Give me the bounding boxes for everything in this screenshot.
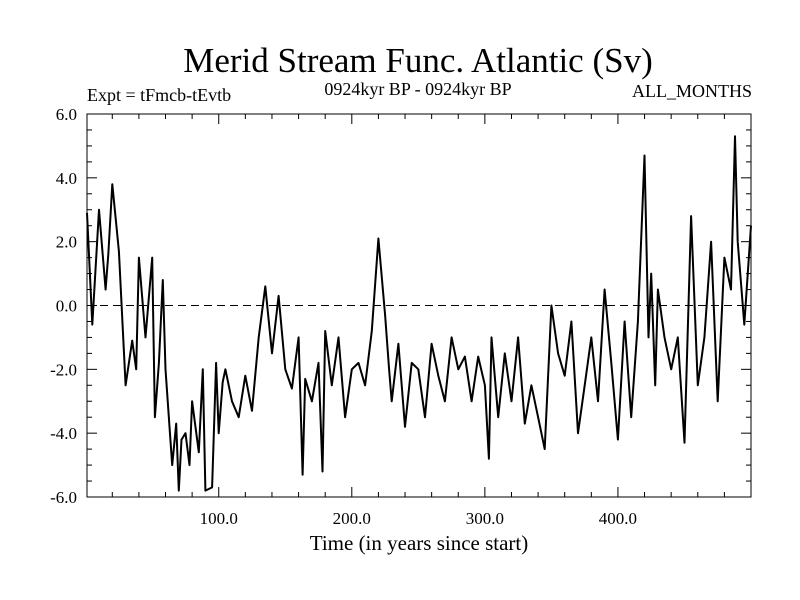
x-axis-label: Time (in years since start)	[310, 531, 529, 555]
y-tick-label: -2.0	[50, 360, 77, 379]
y-ticks: -6.0 -4.0 -2.0 0.0 2.0 4.0 6.0	[50, 105, 751, 507]
chart-title: Merid Stream Func. Atlantic (Sv)	[183, 41, 653, 80]
period-label: 0924kyr BP - 0924kyr BP	[324, 79, 511, 99]
plot-frame	[86, 113, 752, 498]
y-tick-label: 4.0	[56, 169, 77, 188]
x-ticks: 100.0 200.0 300.0 400.0	[111, 114, 725, 528]
y-tick-label: 2.0	[56, 233, 77, 252]
x-tick-label: 300.0	[466, 509, 504, 528]
x-tick-label: 400.0	[599, 509, 637, 528]
experiment-label: Expt = tFmcb-tEvtb	[87, 85, 231, 105]
series-line	[86, 135, 752, 492]
y-tick-label: 0.0	[56, 297, 77, 316]
months-label: ALL_MONTHS	[632, 81, 752, 101]
x-tick-label: 200.0	[333, 509, 371, 528]
y-tick-label: 6.0	[56, 105, 77, 124]
x-tick-label: 100.0	[200, 509, 238, 528]
y-tick-label: -6.0	[50, 488, 77, 507]
y-tick-label: -4.0	[50, 424, 77, 443]
